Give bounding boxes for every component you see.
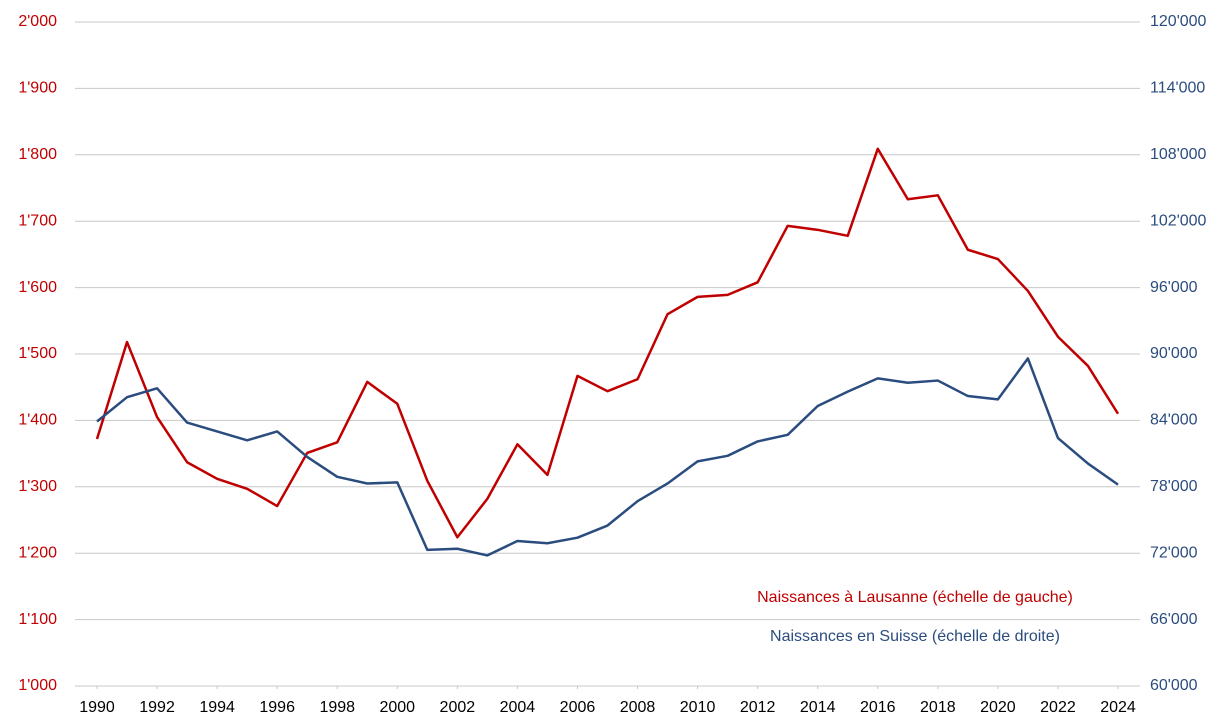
y-tick-label: 1'700 <box>18 212 57 229</box>
y-tick-label: 1'100 <box>18 611 57 628</box>
y2-tick-label: 72'000 <box>1150 544 1198 561</box>
x-tick-label: 2018 <box>920 699 956 716</box>
y2-tick-label: 114'000 <box>1150 80 1205 97</box>
legend-label: Naissances à Lausanne (échelle de gauche… <box>757 589 1073 606</box>
x-tick-label: 2014 <box>800 699 836 716</box>
y-tick-label: 1'300 <box>18 478 57 495</box>
y-tick-label: 1'000 <box>18 677 57 694</box>
y2-tick-label: 90'000 <box>1150 345 1198 362</box>
y-tick-label: 1'400 <box>18 412 57 429</box>
x-tick-label: 2006 <box>560 699 596 716</box>
x-tick-label: 1990 <box>79 699 115 716</box>
x-tick-label: 1996 <box>259 699 295 716</box>
x-tick-label: 1994 <box>199 699 235 716</box>
x-tick-label: 2000 <box>379 699 415 716</box>
x-tick-label: 2020 <box>980 699 1016 716</box>
y2-tick-label: 84'000 <box>1150 412 1198 429</box>
x-tick-label: 2004 <box>500 699 536 716</box>
y2-tick-label: 66'000 <box>1150 611 1198 628</box>
x-tick-label: 2008 <box>620 699 656 716</box>
y2-tick-label: 96'000 <box>1150 279 1198 296</box>
x-tick-label: 1992 <box>139 699 175 716</box>
y2-tick-label: 108'000 <box>1150 146 1207 163</box>
y2-tick-label: 120'000 <box>1150 13 1207 30</box>
series-line <box>95 147 1120 539</box>
legend-label: Naissances en Suisse (échelle de droite) <box>770 628 1060 645</box>
y-tick-label: 1'200 <box>18 544 57 561</box>
y2-tick-label: 78'000 <box>1150 478 1198 495</box>
x-tick-label: 2016 <box>860 699 896 716</box>
y-tick-label: 1'900 <box>18 80 57 97</box>
y-tick-label: 1'500 <box>18 345 57 362</box>
y-tick-label: 1'600 <box>18 279 57 296</box>
series-line <box>96 357 1119 557</box>
x-tick-label: 2012 <box>740 699 776 716</box>
x-tick-label: 2024 <box>1100 699 1136 716</box>
x-tick-label: 2010 <box>680 699 716 716</box>
y2-tick-label: 60'000 <box>1150 677 1198 694</box>
x-tick-label: 2002 <box>440 699 476 716</box>
y2-tick-label: 102'000 <box>1150 212 1207 229</box>
y-tick-label: 2'000 <box>18 13 57 30</box>
y-tick-label: 1'800 <box>18 146 57 163</box>
x-tick-label: 2022 <box>1040 699 1076 716</box>
x-tick-label: 1998 <box>319 699 355 716</box>
